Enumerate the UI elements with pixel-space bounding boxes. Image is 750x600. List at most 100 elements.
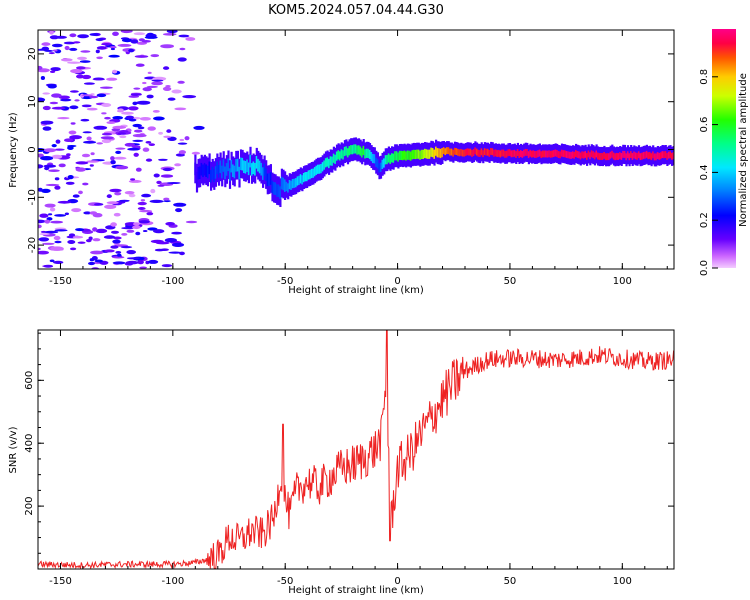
- spectrogram-noise-cell: [158, 131, 164, 135]
- spectrogram-ridge-cell: [400, 150, 403, 160]
- spectrogram-ridge-cell: [376, 159, 379, 169]
- spectrogram-ridge-cell: [450, 148, 453, 156]
- spectrogram-noise-cell: [38, 65, 43, 70]
- spectrogram-noise-cell: [43, 264, 54, 268]
- spectrogram-noise-cell: [77, 56, 87, 61]
- spectrogram-ridge-cell: [512, 150, 515, 158]
- spectrogram-x-tick-label: -50: [277, 276, 293, 287]
- spectrogram-noise-cell: [54, 185, 61, 190]
- spectrogram-ridge-cell: [564, 150, 567, 158]
- snr-y-tick-label: 600: [24, 371, 35, 390]
- spectrogram-ridge-cell: [520, 150, 523, 157]
- spectrogram-ridge-cell: [195, 171, 199, 185]
- spectrogram-ridge-cell: [386, 155, 389, 165]
- spectrogram-noise-cell: [96, 93, 107, 98]
- spectrogram-ridge-cell: [529, 149, 532, 157]
- spectrogram-noise-cell: [54, 229, 68, 232]
- spectrogram-noise-cell: [82, 131, 92, 134]
- spectrogram-ridge-cell: [326, 157, 329, 167]
- spectrogram-noise-cell: [38, 187, 43, 192]
- spectrogram-ridge-cell: [422, 149, 425, 159]
- spectrogram-noise-cell: [44, 219, 51, 224]
- spectrogram-ridge-cell: [649, 151, 652, 159]
- spectrogram-ridge-cell: [359, 146, 362, 156]
- spectrogram-noise-cell: [113, 212, 121, 217]
- spectrogram-noise-cell: [81, 104, 92, 108]
- spectrogram-noise-cell: [112, 69, 118, 74]
- spectrogram-ridge-cell: [469, 148, 472, 156]
- spectrogram-noise-cell: [135, 231, 141, 236]
- snr-series-line: [38, 330, 674, 569]
- spectrogram-ridge-cell: [291, 179, 294, 189]
- spectrogram-ridge-cell: [304, 172, 307, 182]
- spectrogram-ridge-cell: [279, 186, 282, 199]
- spectrogram-noise-cell: [128, 179, 142, 183]
- spectrogram-ridge-cell: [346, 148, 350, 158]
- spectrogram-ridge-cell: [600, 153, 603, 160]
- spectrogram-noise-cell: [75, 167, 86, 172]
- spectrogram-noise-cell: [38, 164, 44, 169]
- spectrogram-ridge-cell: [277, 184, 280, 198]
- spectrogram-noise-cell: [65, 181, 75, 185]
- spectrogram-noise-cell: [40, 76, 46, 80]
- spectrogram-noise-cell: [38, 250, 49, 255]
- spectrogram-ridge-cell: [395, 151, 398, 161]
- spectrogram-noise-cell: [179, 47, 186, 51]
- spectrogram-ridge-cell: [331, 156, 334, 166]
- spectrogram-ridge-cell: [620, 153, 623, 160]
- spectrogram-ridge-cell: [614, 153, 617, 161]
- spectrogram-noise-cell: [146, 32, 154, 37]
- spectrogram-noise-cell: [131, 145, 141, 149]
- spectrogram-ridge-cell: [405, 151, 408, 161]
- spectrogram-noise-cell: [47, 84, 57, 89]
- spectrogram-ridge-cell: [460, 148, 463, 156]
- spectrogram-noise-cell: [126, 229, 135, 233]
- spectrogram-noise-cell: [163, 197, 170, 201]
- spectrogram-noise-cell: [86, 160, 100, 163]
- spectrogram-ridge-cell: [604, 153, 608, 161]
- spectrogram-ridge-cell: [578, 151, 581, 159]
- spectrogram-ridge-cell: [479, 150, 482, 157]
- spectrogram-ridge-cell: [299, 174, 302, 184]
- spectrogram-ridge-cell: [343, 146, 346, 157]
- spectrogram-noise-cell: [92, 238, 101, 242]
- spectrogram-x-tick-label: 50: [504, 276, 517, 287]
- spectrogram-noise-cell: [161, 264, 173, 268]
- spectrogram-noise-cell: [130, 93, 142, 96]
- spectrogram-ridge-cell: [230, 159, 233, 173]
- spectrogram-noise-cell: [101, 138, 112, 144]
- spectrogram-ridge-cell: [250, 163, 254, 176]
- spectrogram-noise-cell: [38, 224, 42, 229]
- spectrogram-ridge-cell: [339, 151, 342, 161]
- spectrogram-ridge-cell: [268, 173, 271, 186]
- spectrogram-noise-cell: [117, 108, 124, 112]
- spectrogram-noise-cell: [158, 158, 168, 161]
- colorbar-label: Normalized spectral amplitude: [738, 73, 749, 227]
- spectrogram-noise-cell: [117, 43, 132, 47]
- spectrogram-noise-cell: [41, 42, 51, 46]
- spectrogram-noise-cell: [89, 211, 98, 215]
- spectrogram-noise-cell: [127, 147, 140, 151]
- spectrogram-noise-cell: [69, 47, 78, 51]
- spectrogram-ridge-cell: [642, 152, 645, 159]
- spectrogram-noise-cell: [80, 118, 90, 122]
- spectrogram-noise-cell: [133, 87, 141, 90]
- spectrogram-noise-cell: [83, 211, 92, 215]
- spectrogram-noise-cell: [106, 201, 119, 205]
- spectrogram-noise-cell: [83, 140, 97, 144]
- spectrogram-y-axis: -20 -10 0 10 20: [27, 48, 674, 253]
- spectrogram-ridge-cell: [354, 144, 357, 154]
- spectrogram-ridge-cell: [664, 151, 667, 158]
- spectrogram-noise-cell: [139, 209, 153, 213]
- spectrogram-ridge-cell: [233, 165, 236, 179]
- spectrogram-ridge-cell: [409, 151, 412, 161]
- spectrogram-ridge-cell: [592, 151, 595, 159]
- spectrogram-noise-cell: [130, 39, 139, 44]
- spectrogram-noise-cell: [72, 194, 80, 198]
- spectrogram-noise-cell: [88, 236, 93, 241]
- spectrogram-ridge-cell: [611, 150, 614, 158]
- spectrogram-ridge-cell: [491, 148, 494, 156]
- spectrogram-ridge-cell: [244, 161, 247, 174]
- spectrogram-ridge-cell: [494, 149, 497, 157]
- spectrogram-ridge-cell: [560, 149, 564, 157]
